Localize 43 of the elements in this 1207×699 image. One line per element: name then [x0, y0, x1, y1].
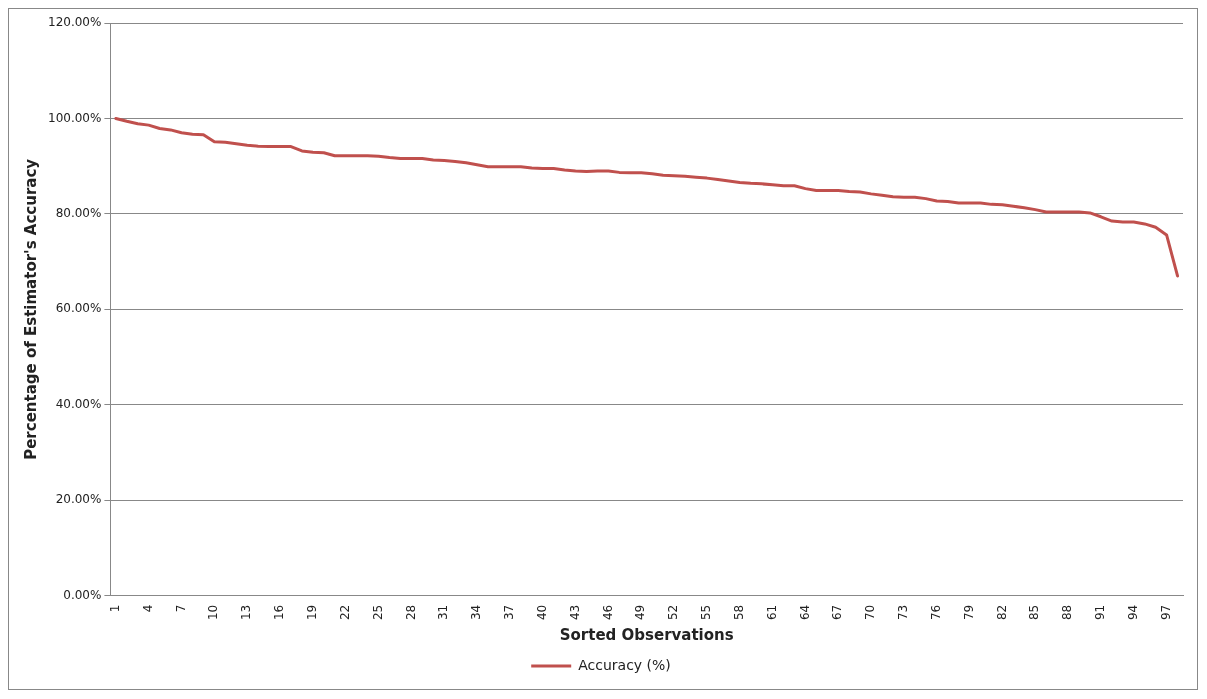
x-axis-title: Sorted Observations [559, 625, 734, 644]
x-tick-label: 91 [1093, 604, 1108, 621]
x-tick-label: 4 [140, 604, 155, 613]
x-tick-label: 40 [534, 604, 549, 621]
y-axis-title: Percentage of Estimator's Accuracy [21, 158, 40, 460]
x-tick-label: 34 [469, 604, 484, 621]
legend-label: Accuracy (%) [578, 656, 671, 673]
x-tick-label: 85 [1027, 604, 1042, 621]
x-tick-label: 73 [896, 604, 911, 621]
y-tick-label: 40.00% [55, 396, 102, 411]
x-tick-label: 19 [305, 604, 319, 621]
x-tick-label: 1 [107, 604, 122, 613]
x-tick-label: 55 [699, 604, 714, 621]
x-tick-label: 25 [370, 604, 385, 621]
x-tick-label: 43 [567, 604, 582, 621]
y-tick-label: 80.00% [55, 206, 102, 221]
x-tick-label: 7 [173, 604, 188, 613]
y-tick-label: 0.00% [63, 587, 102, 602]
x-tick-label: 46 [600, 604, 615, 621]
x-tick-label: 64 [797, 604, 812, 621]
y-tick-label: 20.00% [55, 492, 102, 507]
x-tick-label: 70 [863, 604, 878, 621]
x-tick-label: 10 [206, 604, 221, 621]
y-tick-label: 60.00% [55, 301, 102, 316]
x-tick-label: 94 [1125, 604, 1140, 621]
y-tick-label: 100.00% [48, 110, 102, 125]
x-tick-label: 16 [272, 604, 287, 621]
x-tick-label: 28 [403, 604, 418, 621]
x-tick-label: 37 [502, 604, 517, 621]
x-tick-label: 52 [666, 604, 681, 621]
x-tick-label: 82 [994, 604, 1009, 621]
x-tick-label: 58 [731, 604, 746, 621]
x-tick-label: 67 [830, 604, 845, 621]
x-tick-label: 31 [436, 604, 451, 621]
x-tick-label: 97 [1158, 604, 1173, 621]
x-tick-label: 49 [633, 604, 648, 621]
x-tick-label: 13 [239, 604, 254, 621]
x-tick-label: 61 [764, 604, 779, 621]
x-tick-label: 22 [337, 604, 352, 621]
x-tick-label: 76 [928, 604, 943, 621]
x-tick-label: 88 [1060, 604, 1075, 621]
y-tick-label: 120.00% [48, 15, 102, 30]
x-tick-label: 79 [961, 604, 976, 621]
